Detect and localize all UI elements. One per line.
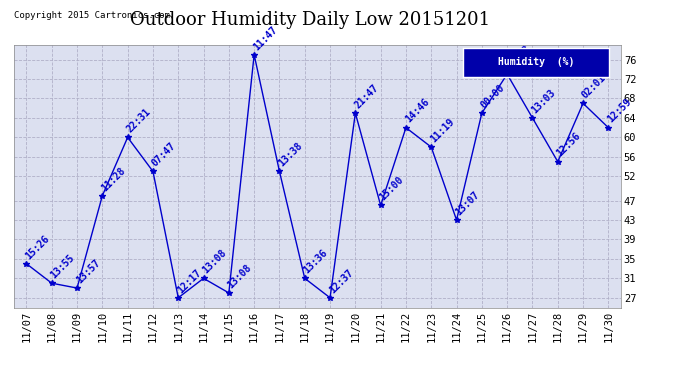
- Text: Copyright 2015 Cartronics.com: Copyright 2015 Cartronics.com: [14, 11, 170, 20]
- Text: 13:03: 13:03: [529, 87, 558, 115]
- Text: 11:28: 11:28: [99, 165, 127, 193]
- Text: 00:00: 00:00: [479, 82, 506, 110]
- Text: 12:37: 12:37: [327, 267, 355, 295]
- Text: 22:31: 22:31: [125, 107, 152, 135]
- Text: 11:19: 11:19: [428, 117, 456, 144]
- Text: 18:53: 18:53: [504, 44, 532, 71]
- Text: 11:47: 11:47: [251, 24, 279, 52]
- Text: Outdoor Humidity Daily Low 20151201: Outdoor Humidity Daily Low 20151201: [130, 11, 491, 29]
- Text: 02:01: 02:01: [580, 73, 608, 100]
- Text: 12:56: 12:56: [555, 131, 582, 159]
- Text: 12:17: 12:17: [175, 267, 203, 295]
- Text: 12:59: 12:59: [605, 97, 633, 125]
- Text: 07:47: 07:47: [150, 141, 178, 169]
- Text: 13:38: 13:38: [277, 141, 304, 169]
- Text: 13:36: 13:36: [302, 248, 330, 276]
- Text: 13:08: 13:08: [226, 262, 254, 290]
- Text: 15:26: 15:26: [23, 233, 51, 261]
- Text: 13:55: 13:55: [49, 253, 77, 280]
- Text: 13:08: 13:08: [201, 248, 228, 276]
- Text: 13:57: 13:57: [74, 257, 102, 285]
- Text: 15:00: 15:00: [377, 175, 406, 202]
- Text: 13:07: 13:07: [453, 189, 482, 217]
- Text: 14:46: 14:46: [403, 97, 431, 125]
- Text: 21:47: 21:47: [353, 82, 380, 110]
